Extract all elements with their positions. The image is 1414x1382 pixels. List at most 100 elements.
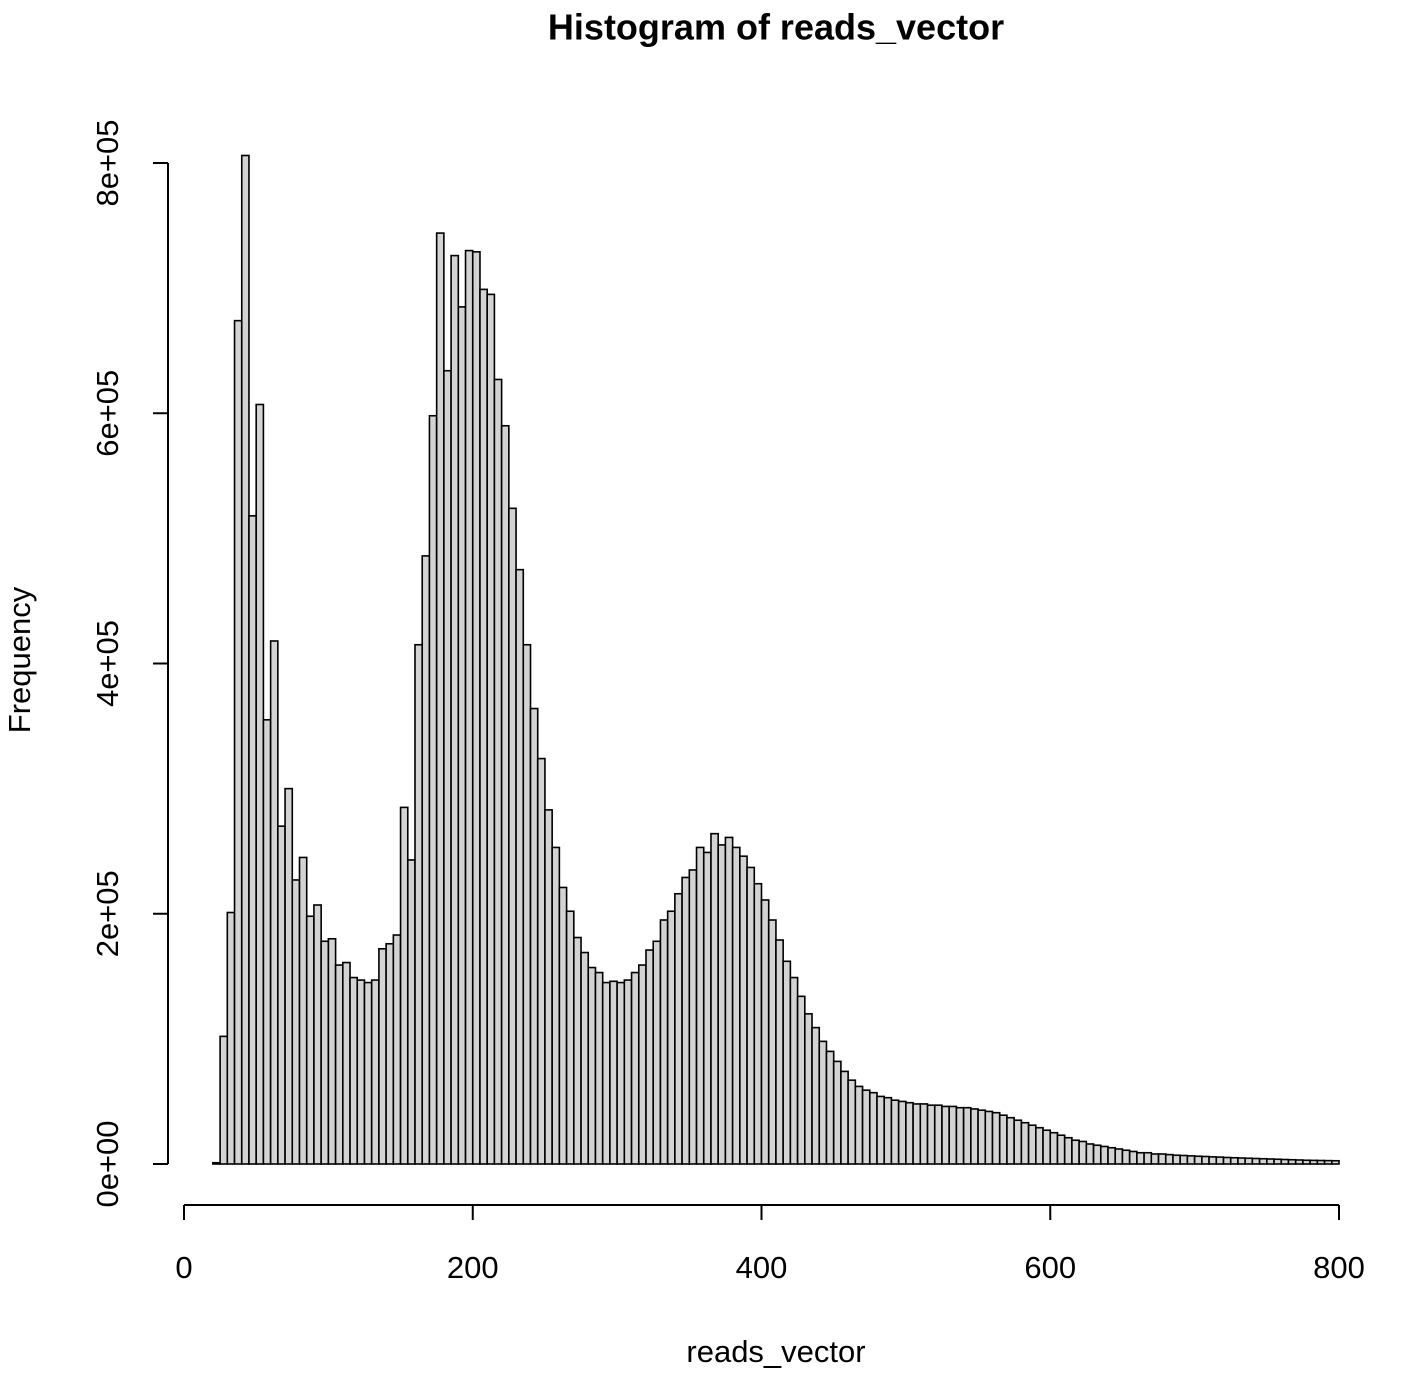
- bar: [666, 910, 676, 1165]
- bar: [464, 249, 474, 1165]
- bar: [240, 154, 250, 1165]
- bar: [1042, 1129, 1052, 1165]
- bar: [637, 964, 647, 1165]
- bar: [1013, 1119, 1023, 1165]
- bar: [486, 293, 496, 1165]
- bar: [450, 254, 460, 1165]
- bar: [1215, 1156, 1225, 1165]
- y-axis-label: Frequency: [2, 586, 37, 733]
- bar: [1208, 1156, 1218, 1165]
- bar: [320, 940, 330, 1165]
- bar: [529, 707, 539, 1165]
- bar: [370, 979, 380, 1165]
- bar: [1035, 1126, 1044, 1165]
- bar: [688, 869, 698, 1165]
- bar: [616, 981, 626, 1165]
- bar: [782, 960, 792, 1165]
- bar: [385, 942, 395, 1165]
- bar: [428, 414, 438, 1165]
- bar: [832, 1060, 842, 1165]
- bar: [1201, 1155, 1210, 1165]
- bar: [342, 961, 351, 1165]
- bar: [991, 1111, 1001, 1165]
- bar: [659, 919, 669, 1165]
- bar: [1273, 1158, 1283, 1165]
- bar: [984, 1110, 994, 1165]
- bar: [1244, 1157, 1254, 1165]
- bar: [811, 1026, 821, 1165]
- bar: [710, 832, 719, 1165]
- bar: [1323, 1159, 1333, 1165]
- bar: [435, 232, 445, 1165]
- bar: [753, 882, 763, 1165]
- bar: [1114, 1148, 1124, 1165]
- bar: [775, 939, 784, 1165]
- x-tick-label: 600: [1024, 1250, 1076, 1285]
- bar: [248, 515, 257, 1165]
- bar: [1222, 1156, 1232, 1165]
- bar: [327, 937, 337, 1165]
- bar: [313, 904, 322, 1165]
- bar: [767, 919, 777, 1165]
- bar: [1258, 1157, 1268, 1165]
- bar: [305, 915, 315, 1165]
- bar: [948, 1105, 958, 1165]
- bar: [1099, 1145, 1109, 1165]
- bar: [587, 966, 597, 1165]
- bar: [1136, 1151, 1145, 1165]
- bar: [998, 1114, 1008, 1165]
- bar: [1309, 1159, 1319, 1165]
- bar: [933, 1104, 943, 1165]
- bar: [977, 1109, 987, 1165]
- bar: [926, 1104, 936, 1165]
- y-tick-label: 8e+05: [90, 119, 125, 206]
- bar: [796, 995, 806, 1165]
- bar: [912, 1103, 922, 1165]
- bar: [284, 787, 294, 1165]
- bar: [1302, 1159, 1311, 1165]
- bar: [508, 507, 517, 1165]
- bar: [731, 846, 741, 1165]
- x-tick-label: 0: [175, 1250, 192, 1285]
- bar: [544, 809, 553, 1165]
- bar: [1006, 1116, 1015, 1165]
- y-tick-label: 4e+05: [90, 620, 125, 707]
- bar: [1330, 1159, 1340, 1165]
- bar: [695, 846, 705, 1165]
- bar: [493, 378, 503, 1165]
- bar: [291, 879, 301, 1165]
- bar: [941, 1105, 950, 1165]
- bar: [378, 947, 387, 1165]
- bar: [255, 403, 265, 1165]
- bar: [1063, 1136, 1073, 1165]
- bar: [515, 568, 525, 1165]
- bar: [905, 1101, 914, 1165]
- bar: [876, 1095, 886, 1165]
- bar: [825, 1050, 835, 1165]
- bar: [356, 979, 366, 1165]
- bar: [1237, 1157, 1246, 1165]
- bar: [580, 951, 590, 1165]
- bar: [1107, 1146, 1117, 1165]
- bar: [601, 981, 611, 1165]
- bar: [717, 844, 727, 1165]
- bar: [645, 949, 655, 1165]
- bar: [269, 640, 279, 1165]
- bar: [760, 899, 770, 1165]
- bar: [457, 306, 467, 1165]
- bar: [883, 1096, 893, 1165]
- chart-title: Histogram of reads_vector: [548, 7, 1004, 48]
- bar: [1316, 1159, 1326, 1165]
- bar: [868, 1091, 878, 1165]
- bar: [1056, 1134, 1066, 1165]
- bar: [414, 643, 424, 1165]
- bar: [233, 319, 243, 1165]
- bar: [1150, 1153, 1160, 1165]
- bar: [970, 1108, 979, 1165]
- bar: [262, 719, 272, 1165]
- bar: [551, 846, 561, 1165]
- bar: [724, 836, 734, 1165]
- bar: [1078, 1140, 1088, 1165]
- bar: [1143, 1151, 1153, 1165]
- bar: [702, 851, 712, 1165]
